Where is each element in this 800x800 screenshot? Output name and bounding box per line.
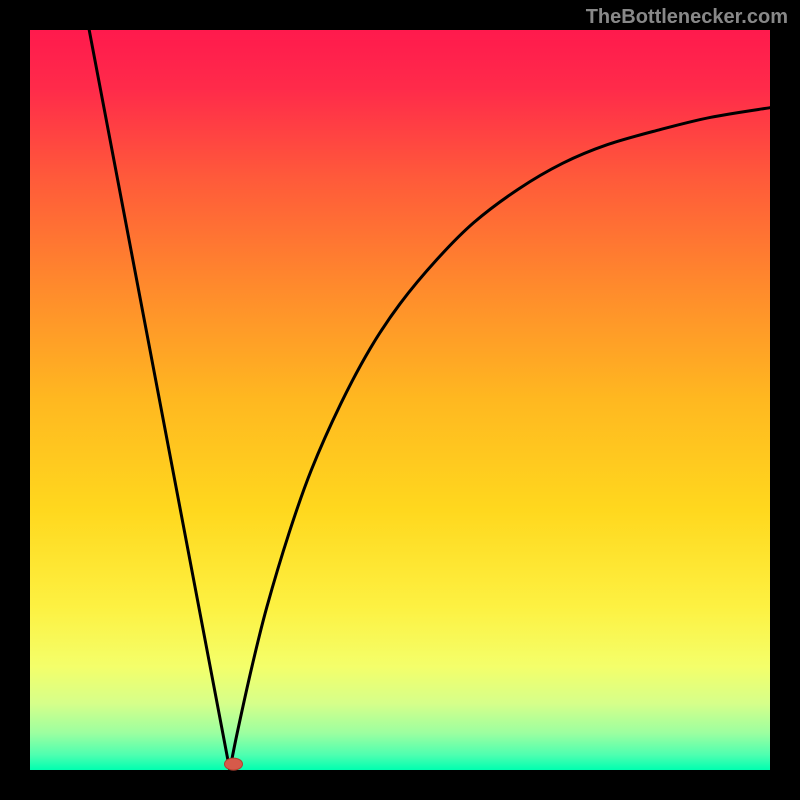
attribution-text: TheBottlenecker.com [586,6,788,29]
chart-container: TheBottlenecker.com [0,0,800,800]
chart-svg [0,0,800,800]
